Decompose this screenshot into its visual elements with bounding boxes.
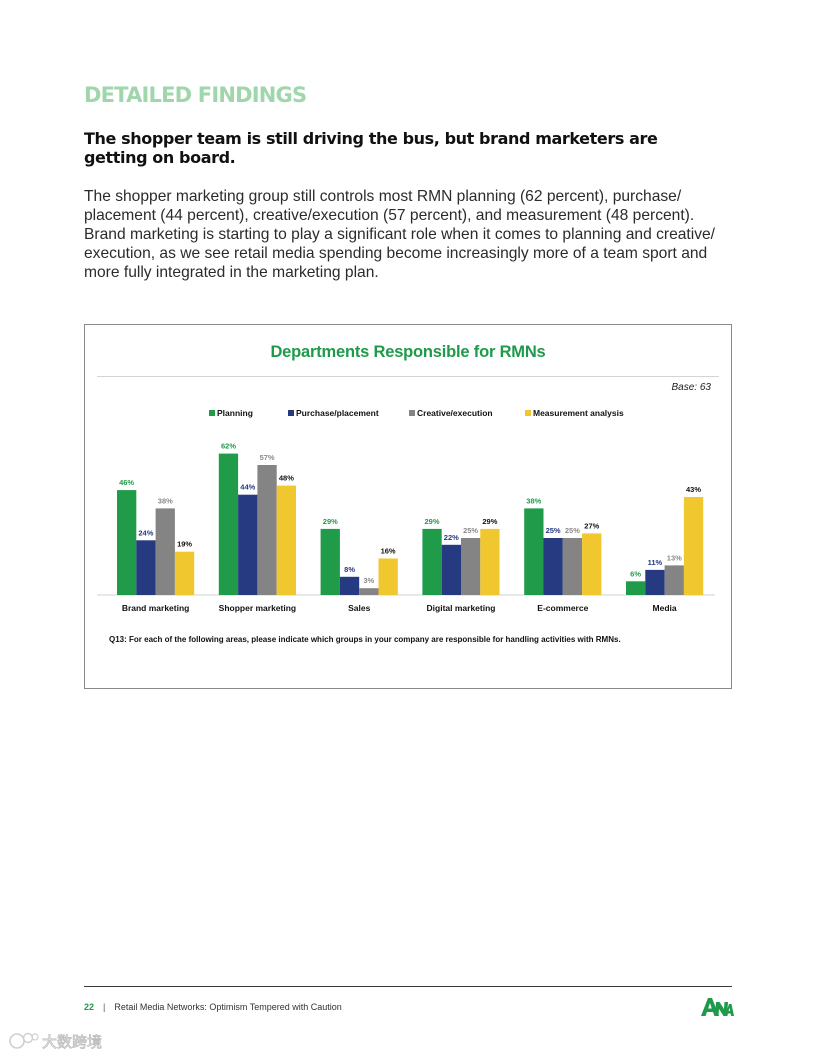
data-label: 44% <box>240 483 255 492</box>
bar <box>320 528 340 595</box>
legend-item: Creative/execution <box>409 408 493 418</box>
data-label: 46% <box>119 478 134 487</box>
data-label: 25% <box>565 526 580 535</box>
category-label: Digital marketing <box>427 603 496 613</box>
legend-label: Creative/execution <box>417 408 493 418</box>
data-label: 19% <box>177 540 192 549</box>
legend-label: Measurement analysis <box>533 408 624 418</box>
base-note: Base: 63 <box>671 382 711 393</box>
footer-rule <box>84 986 732 987</box>
bar <box>664 565 684 595</box>
data-label: 29% <box>323 517 338 526</box>
bar <box>238 494 258 595</box>
bar <box>461 538 481 595</box>
bar <box>218 453 239 595</box>
legend-item: Measurement analysis <box>525 408 624 418</box>
data-label: 8% <box>344 565 355 574</box>
bar <box>626 581 646 595</box>
data-label: 62% <box>221 442 236 451</box>
data-label: 22% <box>444 533 459 542</box>
bar <box>136 540 156 595</box>
bar <box>422 528 442 595</box>
data-label: 27% <box>584 521 599 530</box>
data-label: 38% <box>526 496 541 505</box>
bar <box>276 485 296 595</box>
bar <box>524 508 544 595</box>
data-label: 57% <box>260 453 275 462</box>
bar <box>480 528 500 595</box>
bar-chart: 46% 24% 38% 19% Brand marketing 62% 44% 57% 48% S… <box>97 442 715 613</box>
bar <box>441 544 461 595</box>
legend-item: Planning <box>209 408 253 418</box>
data-label: 24% <box>138 528 153 537</box>
data-label: 25% <box>463 526 478 535</box>
category-label: Media <box>653 603 677 613</box>
watermark: 大数跨境 <box>9 1033 102 1051</box>
legend-label: Planning <box>217 408 253 418</box>
legend-swatch <box>409 410 415 416</box>
data-label: 16% <box>381 547 396 556</box>
footer-separator: | <box>103 1002 106 1012</box>
page-footer: 22 | Retail Media Networks: Optimism Tem… <box>84 1002 342 1012</box>
chart-title: Departments Responsible for RMNs <box>270 343 546 361</box>
bar <box>359 588 379 595</box>
legend-swatch <box>209 410 215 416</box>
bar <box>339 576 360 595</box>
bar <box>174 551 195 595</box>
data-label: 6% <box>630 569 641 578</box>
bar <box>562 538 583 595</box>
category-label: Brand marketing <box>122 603 190 613</box>
ana-logo <box>701 998 734 1016</box>
bar <box>257 465 277 595</box>
data-label: 43% <box>686 485 701 494</box>
bar <box>378 558 398 595</box>
legend-item: Purchase/placement <box>288 408 379 418</box>
bar <box>645 569 665 595</box>
data-label: 29% <box>424 517 439 526</box>
bar <box>582 533 602 595</box>
data-label: 25% <box>546 526 561 535</box>
bar <box>683 497 704 595</box>
watermark-text: 大数跨境 <box>42 1033 102 1051</box>
data-label: 29% <box>482 517 497 526</box>
category-label: Shopper marketing <box>219 603 296 613</box>
data-label: 11% <box>648 558 663 567</box>
legend-label: Purchase/placement <box>296 408 379 418</box>
body-paragraph: The shopper marketing group still contro… <box>84 188 716 281</box>
bar <box>543 538 563 595</box>
section-title: DETAILED FINDINGS <box>84 83 307 107</box>
legend-swatch <box>288 410 294 416</box>
page-number: 22 <box>84 1002 95 1012</box>
bar <box>155 508 175 595</box>
chart-title-rule <box>97 376 719 377</box>
data-label: 3% <box>363 576 374 585</box>
legend-swatch <box>525 410 531 416</box>
chart-footnote: Q13: For each of the following areas, pl… <box>109 635 621 644</box>
category-label: E-commerce <box>537 603 588 613</box>
subheading: The shopper team is still driving the bu… <box>84 129 658 167</box>
document-title: Retail Media Networks: Optimism Tempered… <box>114 1002 342 1012</box>
chart-container: Departments Responsible for RMNs Base: 6… <box>84 324 732 689</box>
data-label: 48% <box>279 474 294 483</box>
category-label: Sales <box>348 603 370 613</box>
data-label: 13% <box>667 553 682 562</box>
bar <box>117 490 137 595</box>
data-label: 38% <box>158 496 173 505</box>
